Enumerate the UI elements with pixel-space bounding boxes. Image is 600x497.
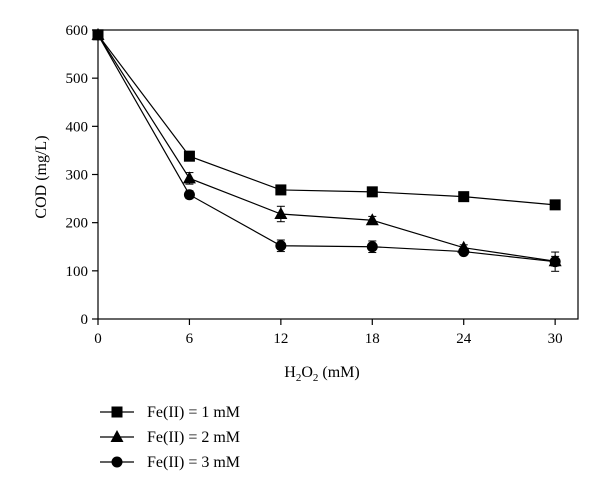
- x-tick-label-18: 18: [365, 331, 380, 347]
- series-1: [92, 29, 561, 211]
- y-tick-label-0: 0: [81, 312, 89, 328]
- x-axis-label-sub2: 2: [313, 372, 319, 384]
- y-tick-label-300: 300: [66, 168, 89, 184]
- series-1-point-3: [366, 186, 378, 198]
- y-axis-label: COD (mg/L): [33, 135, 50, 218]
- y-tick-label-100: 100: [66, 264, 89, 280]
- series-1-point-2: [275, 184, 287, 196]
- x-tick-label-0: 0: [94, 331, 102, 347]
- legend-circle-marker: [111, 456, 123, 468]
- legend: Fe(II) = 1 mM Fe(II) = 2 mM Fe(II) = 3 mM: [100, 404, 240, 471]
- series-2-point-3: [365, 213, 379, 226]
- x-tick-label-24: 24: [456, 331, 472, 347]
- legend-entry-3: Fe(II) = 3 mM: [100, 454, 240, 471]
- series-2-point-1: [182, 171, 196, 184]
- series-1-point-5: [549, 199, 561, 211]
- x-axis-label-sub1: 2: [296, 372, 302, 384]
- series-2-line: [97, 34, 556, 262]
- legend-triangle-marker: [110, 430, 124, 442]
- x-tick-label-30: 30: [548, 331, 563, 347]
- series-2-point-2: [274, 206, 288, 219]
- series-3-point-5: [549, 256, 561, 268]
- series-3-point-0: [92, 29, 104, 41]
- series-3: [92, 29, 561, 272]
- plot-frame: [97, 29, 579, 320]
- x-tick-label-6: 6: [186, 331, 194, 347]
- x-axis-label-mid: O: [301, 364, 313, 381]
- legend-square-marker: [111, 406, 123, 418]
- legend-entry-1: Fe(II) = 1 mM: [100, 404, 240, 421]
- y-tick-label-500: 500: [66, 71, 89, 87]
- legend-entry-2: Fe(II) = 2 mM: [100, 429, 240, 446]
- y-tick-label-600: 600: [66, 23, 89, 39]
- series-3-point-3: [366, 241, 378, 253]
- legend-label-1: Fe(II) = 1 mM: [147, 404, 240, 421]
- series-3-point-4: [458, 246, 470, 258]
- legend-label-3: Fe(II) = 3 mM: [147, 454, 240, 471]
- y-tick-label-200: 200: [66, 216, 89, 232]
- x-axis-label-main: H: [284, 364, 296, 381]
- series-1-point-4: [458, 191, 470, 203]
- legend-label-2: Fe(II) = 2 mM: [147, 429, 240, 446]
- y-tick-label-400: 400: [66, 119, 89, 135]
- series-3-point-2: [275, 240, 287, 252]
- series-3-point-1: [183, 189, 195, 201]
- series-1-line: [97, 34, 556, 206]
- x-axis-label: H2O2 (mM): [284, 364, 359, 384]
- x-tick-label-12: 12: [273, 331, 288, 347]
- series-1-point-1: [183, 150, 195, 162]
- series-3-line: [97, 34, 556, 263]
- x-axis-label-tail: (mM): [318, 364, 359, 381]
